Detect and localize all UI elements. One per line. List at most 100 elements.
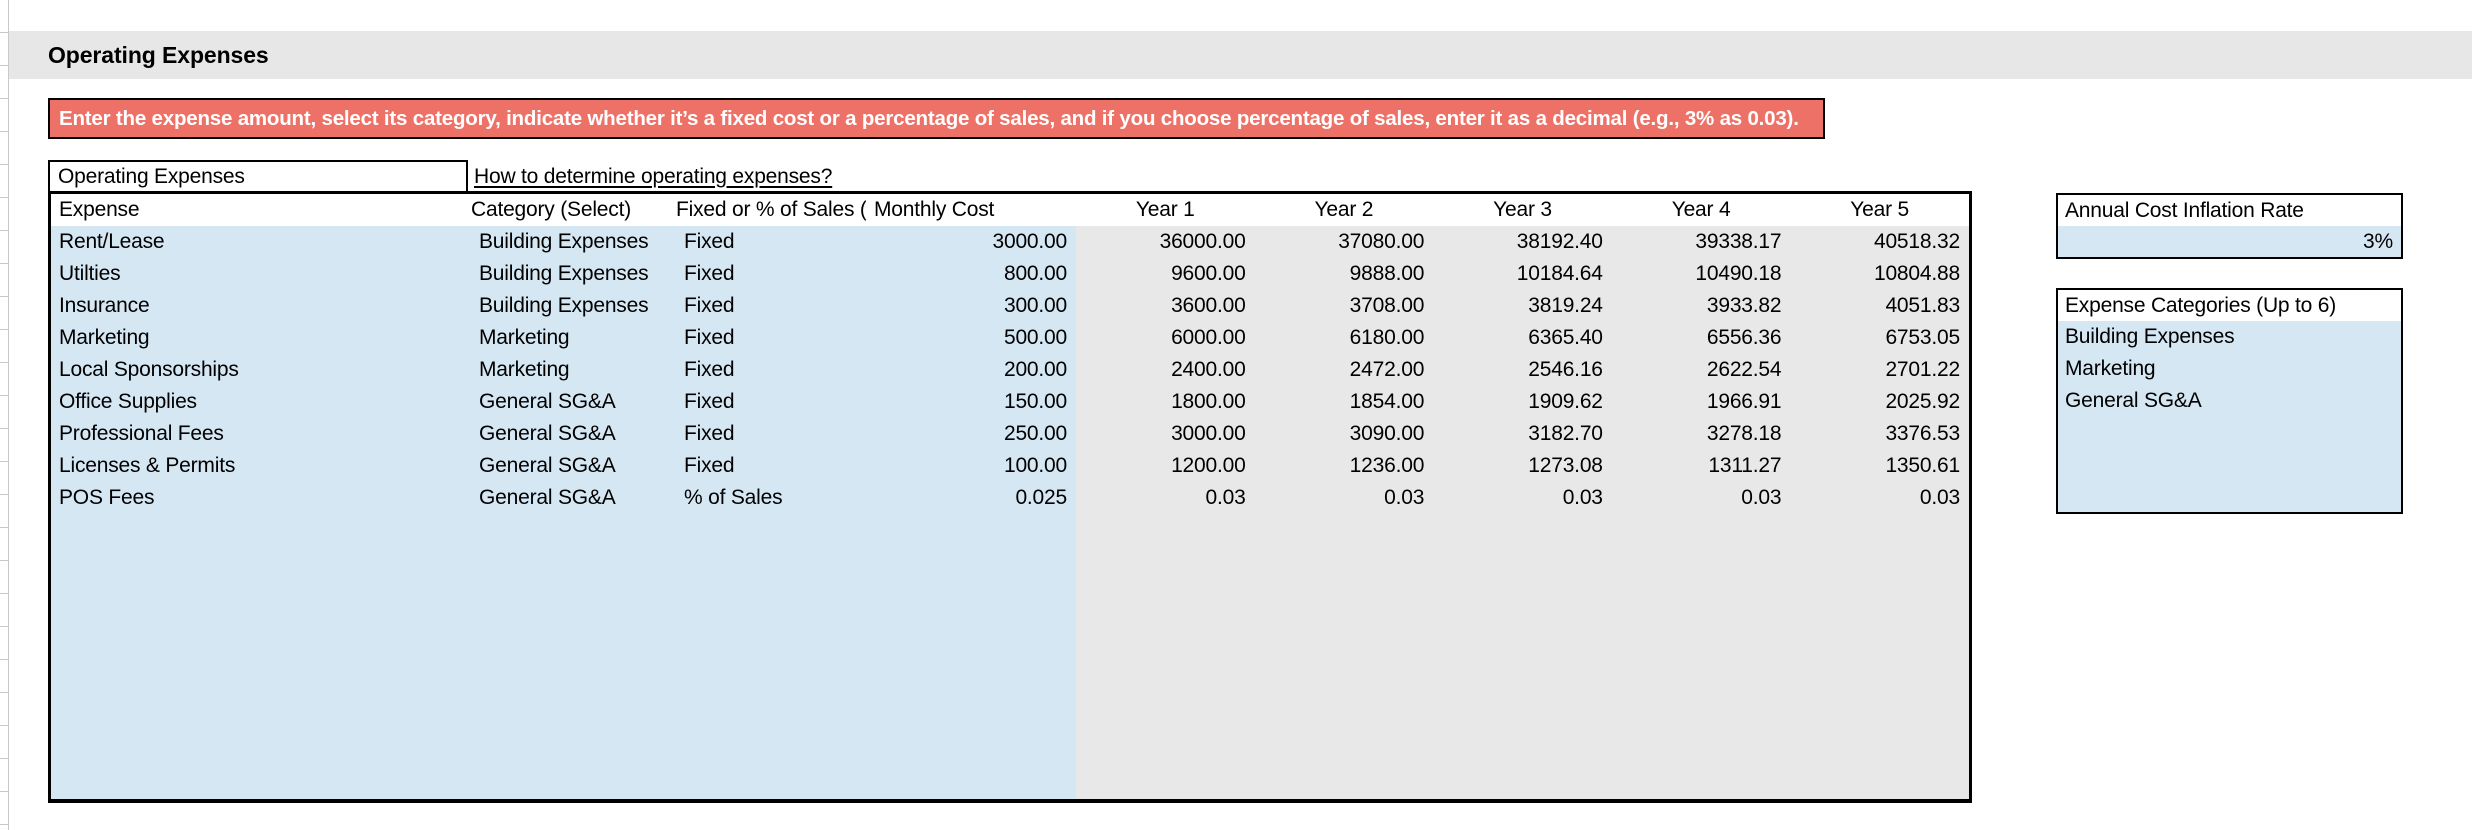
cost-type-cell[interactable]: Fixed — [676, 290, 866, 322]
table-row: Office Supplies General SG&A Fixed 150.0… — [51, 386, 1969, 418]
year-2-cell[interactable]: 2472.00 — [1254, 354, 1434, 386]
year-2-cell[interactable]: 3090.00 — [1254, 418, 1434, 450]
year-2-cell[interactable]: 1854.00 — [1254, 386, 1434, 418]
category-cell[interactable]: Marketing — [471, 322, 676, 354]
year-5-cell[interactable]: 40518.32 — [1790, 226, 1969, 258]
year-2-cell[interactable]: 0.03 — [1254, 482, 1434, 514]
year-3-cell[interactable]: 3819.24 — [1433, 290, 1612, 322]
year-5-cell[interactable]: 2025.92 — [1790, 386, 1969, 418]
expense-cell[interactable]: Office Supplies — [51, 386, 471, 418]
cost-type-cell[interactable]: Fixed — [676, 226, 866, 258]
year-3-cell[interactable]: 6365.40 — [1433, 322, 1612, 354]
year-3-cell[interactable]: 1909.62 — [1433, 386, 1612, 418]
expense-cell[interactable]: Utilties — [51, 258, 471, 290]
category-cell[interactable]: General SG&A — [471, 450, 676, 482]
expense-categories-label: Expense Categories (Up to 6) — [2065, 293, 2337, 317]
expense-cell[interactable]: Professional Fees — [51, 418, 471, 450]
sheet-title-band: Operating Expenses — [9, 31, 2472, 79]
monthly-cost-cell[interactable]: 150.00 — [866, 386, 1076, 418]
category-cell[interactable]: Marketing — [471, 354, 676, 386]
category-item-empty[interactable] — [2058, 416, 2401, 448]
cost-type-cell[interactable]: Fixed — [676, 386, 866, 418]
category-item-empty[interactable] — [2058, 480, 2401, 512]
cost-type-cell[interactable]: Fixed — [676, 322, 866, 354]
year-1-cell[interactable]: 3600.00 — [1076, 290, 1255, 322]
year-4-cell[interactable]: 10490.18 — [1611, 258, 1791, 290]
table-title-cell[interactable]: Operating Expenses — [48, 160, 468, 193]
expense-cell[interactable]: Marketing — [51, 322, 471, 354]
monthly-cost-cell[interactable]: 500.00 — [866, 322, 1076, 354]
year-1-cell[interactable]: 9600.00 — [1076, 258, 1255, 290]
year-1-cell[interactable]: 36000.00 — [1076, 226, 1255, 258]
year-2-cell[interactable]: 1236.00 — [1254, 450, 1434, 482]
monthly-cost-cell[interactable]: 800.00 — [866, 258, 1076, 290]
year-4-cell[interactable]: 3933.82 — [1611, 290, 1791, 322]
year-3-cell[interactable]: 10184.64 — [1433, 258, 1612, 290]
expense-cell[interactable]: Insurance — [51, 290, 471, 322]
year-5-cell[interactable]: 0.03 — [1790, 482, 1969, 514]
year-4-cell[interactable]: 6556.36 — [1611, 322, 1791, 354]
year-4-cell[interactable]: 2622.54 — [1611, 354, 1791, 386]
monthly-cost-cell[interactable]: 0.025 — [866, 482, 1076, 514]
monthly-cost-cell[interactable]: 100.00 — [866, 450, 1076, 482]
category-cell[interactable]: Building Expenses — [471, 226, 676, 258]
year-2-cell[interactable]: 37080.00 — [1254, 226, 1434, 258]
category-cell[interactable]: Building Expenses — [471, 290, 676, 322]
expense-cell[interactable]: Licenses & Permits — [51, 450, 471, 482]
year-1-cell[interactable]: 6000.00 — [1076, 322, 1255, 354]
year-1-cell[interactable]: 2400.00 — [1076, 354, 1255, 386]
year-3-cell[interactable]: 0.03 — [1433, 482, 1612, 514]
expense-cell[interactable]: Rent/Lease — [51, 226, 471, 258]
cost-type-cell[interactable]: % of Sales — [676, 482, 866, 514]
inflation-rate-value[interactable]: 3% — [2058, 226, 2401, 257]
year-4-cell[interactable]: 1311.27 — [1611, 450, 1791, 482]
empty-input-area[interactable] — [51, 514, 1076, 799]
year-2-cell[interactable]: 6180.00 — [1254, 322, 1434, 354]
monthly-cost-cell[interactable]: 3000.00 — [866, 226, 1076, 258]
year-1-cell[interactable]: 1800.00 — [1076, 386, 1255, 418]
cost-type-cell[interactable]: Fixed — [676, 418, 866, 450]
table-title-row: Operating Expenses How to determine oper… — [48, 160, 1972, 193]
cost-type-cell[interactable]: Fixed — [676, 450, 866, 482]
category-cell[interactable]: General SG&A — [471, 386, 676, 418]
category-item-empty[interactable] — [2058, 448, 2401, 480]
year-3-cell[interactable]: 3182.70 — [1433, 418, 1612, 450]
category-cell[interactable]: General SG&A — [471, 482, 676, 514]
table-title-text: Operating Expenses — [58, 164, 245, 188]
year-5-cell[interactable]: 4051.83 — [1790, 290, 1969, 322]
year-4-cell[interactable]: 3278.18 — [1611, 418, 1791, 450]
year-2-cell[interactable]: 9888.00 — [1254, 258, 1434, 290]
category-cell[interactable]: General SG&A — [471, 418, 676, 450]
year-3-cell[interactable]: 38192.40 — [1433, 226, 1612, 258]
year-5-cell[interactable]: 10804.88 — [1790, 258, 1969, 290]
monthly-cost-cell[interactable]: 300.00 — [866, 290, 1076, 322]
year-5-cell[interactable]: 2701.22 — [1790, 354, 1969, 386]
category-cell[interactable]: Building Expenses — [471, 258, 676, 290]
expense-categories-box: Expense Categories (Up to 6) Building Ex… — [2056, 288, 2403, 514]
expense-cell[interactable]: Local Sponsorships — [51, 354, 471, 386]
category-item[interactable]: General SG&A — [2065, 388, 2202, 412]
help-link[interactable]: How to determine operating expenses? — [474, 164, 833, 188]
category-item[interactable]: Marketing — [2065, 356, 2156, 380]
year-2-cell[interactable]: 3708.00 — [1254, 290, 1434, 322]
year-4-cell[interactable]: 1966.91 — [1611, 386, 1791, 418]
monthly-cost-cell[interactable]: 200.00 — [866, 354, 1076, 386]
category-item[interactable]: Building Expenses — [2065, 324, 2235, 348]
expense-cell[interactable]: POS Fees — [51, 482, 471, 514]
year-3-cell[interactable]: 2546.16 — [1433, 354, 1612, 386]
year-5-cell[interactable]: 6753.05 — [1790, 322, 1969, 354]
year-4-cell[interactable]: 0.03 — [1611, 482, 1791, 514]
cost-type-cell[interactable]: Fixed — [676, 354, 866, 386]
cost-type-cell[interactable]: Fixed — [676, 258, 866, 290]
empty-calc-area[interactable] — [1076, 514, 1969, 799]
table-row: Professional Fees General SG&A Fixed 250… — [51, 418, 1969, 450]
year-5-cell[interactable]: 3376.53 — [1790, 418, 1969, 450]
year-1-cell[interactable]: 1200.00 — [1076, 450, 1255, 482]
year-1-cell[interactable]: 3000.00 — [1076, 418, 1255, 450]
year-5-cell[interactable]: 1350.61 — [1790, 450, 1969, 482]
monthly-cost-cell[interactable]: 250.00 — [866, 418, 1076, 450]
year-4-cell[interactable]: 39338.17 — [1611, 226, 1791, 258]
year-1-cell[interactable]: 0.03 — [1076, 482, 1255, 514]
year-3-cell[interactable]: 1273.08 — [1433, 450, 1612, 482]
